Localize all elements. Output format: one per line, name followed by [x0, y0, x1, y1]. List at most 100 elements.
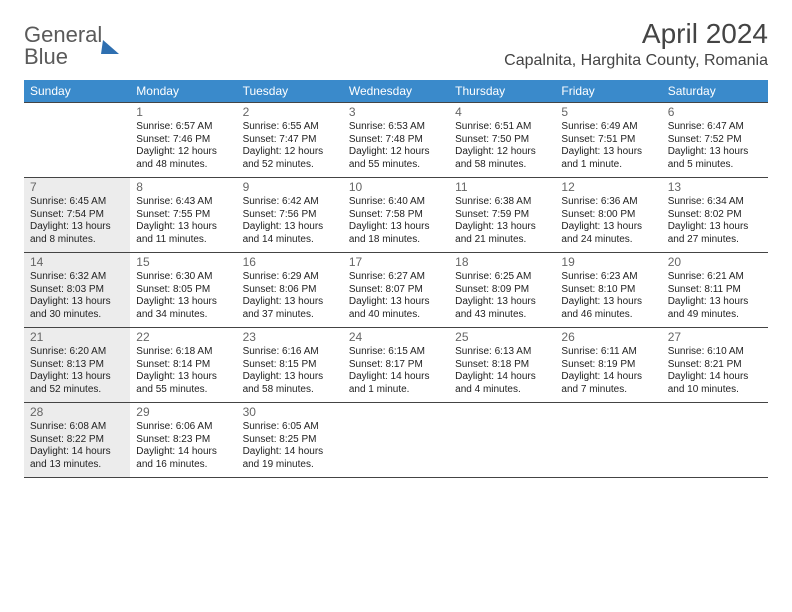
day-info-line: and 10 minutes. — [668, 384, 762, 397]
day-number: 22 — [136, 330, 230, 345]
day-info-line: Sunset: 8:05 PM — [136, 284, 230, 297]
day-info-line: Daylight: 14 hours — [561, 371, 655, 384]
day-info-line: Daylight: 13 hours — [561, 296, 655, 309]
day-cell: 26Sunrise: 6:11 AMSunset: 8:19 PMDayligh… — [555, 328, 661, 402]
day-info-line: Sunset: 7:50 PM — [455, 134, 549, 147]
day-number: 8 — [136, 180, 230, 195]
day-of-week-header: Friday — [555, 80, 661, 102]
day-number: 28 — [30, 405, 124, 420]
week-row: 1Sunrise: 6:57 AMSunset: 7:46 PMDaylight… — [24, 102, 768, 177]
day-cell: 3Sunrise: 6:53 AMSunset: 7:48 PMDaylight… — [343, 103, 449, 177]
day-info-line: Sunrise: 6:06 AM — [136, 421, 230, 434]
header: General Blue April 2024 Capalnita, Hargh… — [24, 18, 768, 70]
day-info-line: Sunset: 8:23 PM — [136, 434, 230, 447]
day-number: 18 — [455, 255, 549, 270]
title-block: April 2024 Capalnita, Harghita County, R… — [504, 18, 768, 70]
day-info-line: and 58 minutes. — [243, 384, 337, 397]
day-info-line: Daylight: 13 hours — [349, 221, 443, 234]
day-info-line: Sunrise: 6:20 AM — [30, 346, 124, 359]
day-info-line: and 27 minutes. — [668, 234, 762, 247]
day-info-line: and 52 minutes. — [243, 159, 337, 172]
day-cell: 27Sunrise: 6:10 AMSunset: 8:21 PMDayligh… — [662, 328, 768, 402]
day-cell: 12Sunrise: 6:36 AMSunset: 8:00 PMDayligh… — [555, 178, 661, 252]
day-info-line: Daylight: 14 hours — [668, 371, 762, 384]
day-number: 25 — [455, 330, 549, 345]
day-info-line: Sunrise: 6:16 AM — [243, 346, 337, 359]
day-info-line: Sunset: 8:07 PM — [349, 284, 443, 297]
day-info-line: Daylight: 13 hours — [668, 146, 762, 159]
day-info-line: and 4 minutes. — [455, 384, 549, 397]
logo-triangle-icon — [101, 40, 121, 54]
empty-cell — [449, 403, 555, 477]
day-info-line: Sunset: 7:51 PM — [561, 134, 655, 147]
day-info-line: Sunrise: 6:57 AM — [136, 121, 230, 134]
day-info-line: Sunset: 7:52 PM — [668, 134, 762, 147]
day-info-line: Sunrise: 6:30 AM — [136, 271, 230, 284]
day-info-line: and 8 minutes. — [30, 234, 124, 247]
day-cell: 22Sunrise: 6:18 AMSunset: 8:14 PMDayligh… — [130, 328, 236, 402]
day-info-line: Sunrise: 6:53 AM — [349, 121, 443, 134]
day-info-line: Daylight: 14 hours — [455, 371, 549, 384]
day-info-line: and 19 minutes. — [243, 459, 337, 472]
day-info-line: Sunrise: 6:15 AM — [349, 346, 443, 359]
day-info-line: and 34 minutes. — [136, 309, 230, 322]
day-info-line: and 58 minutes. — [455, 159, 549, 172]
day-info-line: Daylight: 13 hours — [136, 221, 230, 234]
day-info-line: Sunset: 8:14 PM — [136, 359, 230, 372]
day-info-line: Daylight: 14 hours — [30, 446, 124, 459]
day-info-line: Daylight: 12 hours — [455, 146, 549, 159]
logo-line2: Blue — [24, 46, 102, 68]
day-info-line: and 52 minutes. — [30, 384, 124, 397]
day-info-line: Daylight: 13 hours — [243, 221, 337, 234]
day-info-line: Sunrise: 6:34 AM — [668, 196, 762, 209]
day-info-line: Sunset: 7:48 PM — [349, 134, 443, 147]
page-title: April 2024 — [504, 18, 768, 50]
day-cell: 13Sunrise: 6:34 AMSunset: 8:02 PMDayligh… — [662, 178, 768, 252]
empty-cell — [24, 103, 130, 177]
day-number: 1 — [136, 105, 230, 120]
day-info-line: and 16 minutes. — [136, 459, 230, 472]
day-info-line: Sunset: 8:13 PM — [30, 359, 124, 372]
logo-text-block: General Blue — [24, 24, 102, 68]
day-info-line: Sunset: 7:55 PM — [136, 209, 230, 222]
day-info-line: Sunrise: 6:43 AM — [136, 196, 230, 209]
day-number: 7 — [30, 180, 124, 195]
day-info-line: Sunset: 8:03 PM — [30, 284, 124, 297]
weeks-container: 1Sunrise: 6:57 AMSunset: 7:46 PMDaylight… — [24, 102, 768, 478]
day-info-line: Sunset: 7:47 PM — [243, 134, 337, 147]
week-row: 28Sunrise: 6:08 AMSunset: 8:22 PMDayligh… — [24, 402, 768, 478]
day-number: 29 — [136, 405, 230, 420]
day-cell: 1Sunrise: 6:57 AMSunset: 7:46 PMDaylight… — [130, 103, 236, 177]
day-info-line: Sunrise: 6:38 AM — [455, 196, 549, 209]
day-info-line: Daylight: 13 hours — [30, 371, 124, 384]
day-info-line: Sunrise: 6:05 AM — [243, 421, 337, 434]
day-info-line: and 1 minute. — [349, 384, 443, 397]
day-info-line: Daylight: 13 hours — [561, 146, 655, 159]
day-info-line: Sunset: 8:15 PM — [243, 359, 337, 372]
day-of-week-header: Sunday — [24, 80, 130, 102]
day-info-line: and 37 minutes. — [243, 309, 337, 322]
day-info-line: Sunrise: 6:21 AM — [668, 271, 762, 284]
calendar: SundayMondayTuesdayWednesdayThursdayFrid… — [24, 80, 768, 478]
day-cell: 19Sunrise: 6:23 AMSunset: 8:10 PMDayligh… — [555, 253, 661, 327]
day-info-line: Sunrise: 6:11 AM — [561, 346, 655, 359]
day-number: 3 — [349, 105, 443, 120]
page-subtitle: Capalnita, Harghita County, Romania — [504, 52, 768, 70]
day-number: 5 — [561, 105, 655, 120]
day-number: 24 — [349, 330, 443, 345]
day-cell: 28Sunrise: 6:08 AMSunset: 8:22 PMDayligh… — [24, 403, 130, 477]
day-info-line: and 48 minutes. — [136, 159, 230, 172]
day-info-line: Sunset: 7:58 PM — [349, 209, 443, 222]
day-number: 6 — [668, 105, 762, 120]
day-info-line: Sunrise: 6:49 AM — [561, 121, 655, 134]
day-number: 21 — [30, 330, 124, 345]
day-info-line: Sunrise: 6:47 AM — [668, 121, 762, 134]
empty-cell — [555, 403, 661, 477]
day-info-line: Daylight: 13 hours — [30, 221, 124, 234]
day-number: 12 — [561, 180, 655, 195]
day-info-line: Sunset: 8:19 PM — [561, 359, 655, 372]
day-cell: 20Sunrise: 6:21 AMSunset: 8:11 PMDayligh… — [662, 253, 768, 327]
day-number: 30 — [243, 405, 337, 420]
day-info-line: and 14 minutes. — [243, 234, 337, 247]
day-number: 19 — [561, 255, 655, 270]
